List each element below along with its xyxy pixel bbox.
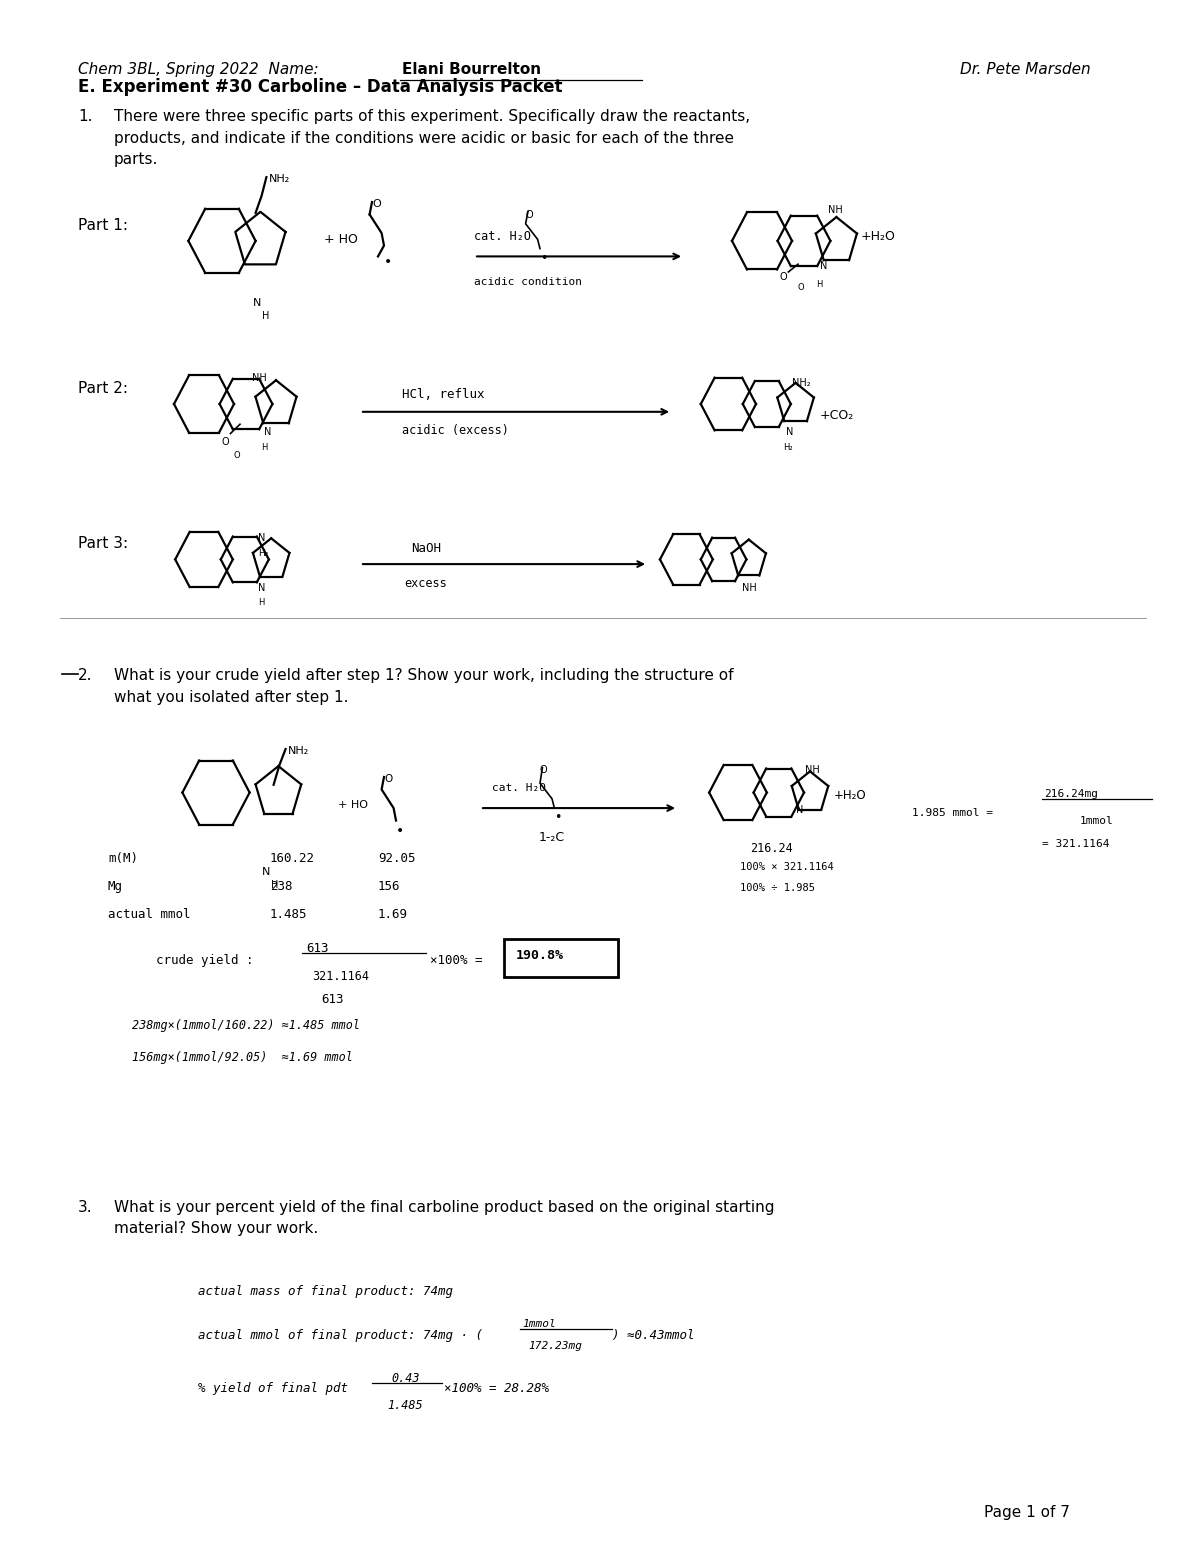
Text: Part 2:: Part 2: (78, 381, 128, 396)
Text: 172.23mg: 172.23mg (528, 1341, 582, 1350)
Text: parts.: parts. (114, 152, 158, 168)
Text: What is your crude yield after step 1? Show your work, including the structure o: What is your crude yield after step 1? S… (114, 668, 733, 684)
Text: H₂: H₂ (784, 443, 793, 452)
Text: 1.485: 1.485 (270, 908, 307, 920)
Text: NH₂: NH₂ (269, 174, 290, 183)
Text: acidic condition: acidic condition (474, 277, 582, 286)
Text: +CO₂: +CO₂ (820, 409, 854, 421)
Text: NH: NH (805, 765, 820, 774)
Text: O: O (526, 210, 533, 219)
Text: actual mass of final product: 74mg: actual mass of final product: 74mg (198, 1285, 454, 1298)
Text: •: • (396, 824, 404, 838)
Text: HCl, reflux: HCl, reflux (402, 388, 485, 401)
Text: = 321.1164: = 321.1164 (1042, 839, 1109, 848)
Text: N: N (262, 867, 270, 876)
Text: N: N (264, 427, 271, 437)
Text: O: O (780, 272, 787, 281)
Text: 1.485: 1.485 (388, 1399, 424, 1411)
Text: 238: 238 (270, 880, 293, 892)
Text: 216.24: 216.24 (750, 842, 793, 855)
Text: what you isolated after step 1.: what you isolated after step 1. (114, 690, 348, 706)
Text: material? Show your work.: material? Show your work. (114, 1221, 318, 1237)
Text: N: N (820, 261, 827, 270)
Bar (504, 939, 618, 977)
Text: Part 1:: Part 1: (78, 218, 128, 233)
Text: products, and indicate if the conditions were acidic or basic for each of the th: products, and indicate if the conditions… (114, 131, 734, 146)
Text: •: • (554, 811, 562, 824)
Text: 1.69: 1.69 (378, 908, 408, 920)
Text: excess: excess (404, 577, 448, 589)
Text: H₂: H₂ (258, 549, 269, 558)
Text: NH: NH (828, 205, 842, 214)
Text: NH: NH (742, 583, 756, 592)
Text: O: O (222, 437, 229, 446)
Text: O: O (234, 451, 241, 460)
Text: crude yield :: crude yield : (156, 954, 253, 967)
Text: 1.985 mmol =: 1.985 mmol = (912, 808, 994, 817)
Text: What is your percent yield of the final carboline product based on the original : What is your percent yield of the final … (114, 1200, 774, 1215)
Text: ×100% =: ×100% = (430, 954, 482, 967)
Text: m(M): m(M) (108, 852, 138, 864)
Text: N: N (253, 298, 262, 308)
Text: O: O (540, 765, 547, 774)
Text: 613: 613 (306, 942, 329, 954)
Text: Part 3:: Part 3: (78, 536, 128, 552)
Text: 100% ÷ 1.985: 100% ÷ 1.985 (740, 883, 816, 892)
Text: O: O (372, 199, 380, 208)
Text: 190.8%: 190.8% (516, 949, 564, 962)
Text: O: O (384, 774, 392, 783)
Text: 321.1164: 321.1164 (312, 970, 370, 982)
Text: H: H (258, 598, 264, 608)
Text: ) ≈0.43mmol: ) ≈0.43mmol (612, 1329, 695, 1341)
Text: Page 1 of 7: Page 1 of 7 (984, 1504, 1070, 1520)
Text: 1-₂C: 1-₂C (539, 831, 565, 844)
Text: +H₂O: +H₂O (860, 230, 895, 242)
Text: 238mg×(1mmol/160.22) ≈1.485 mmol: 238mg×(1mmol/160.22) ≈1.485 mmol (132, 1019, 360, 1032)
Text: 2.: 2. (78, 668, 92, 684)
Text: N: N (258, 533, 265, 542)
Text: ×100% = 28.28%: ×100% = 28.28% (444, 1382, 550, 1394)
Text: •: • (384, 255, 392, 269)
Text: NH: NH (252, 373, 266, 382)
Text: Mg: Mg (108, 880, 124, 892)
Text: + HO: + HO (324, 233, 358, 246)
Text: 1.: 1. (78, 109, 92, 124)
Text: There were three specific parts of this experiment. Specifically draw the reacta: There were three specific parts of this … (114, 109, 750, 124)
Text: 156: 156 (378, 880, 401, 892)
Text: actual mmol of final product: 74mg · (: actual mmol of final product: 74mg · ( (198, 1329, 482, 1341)
Text: acidic (excess): acidic (excess) (402, 424, 509, 437)
Text: H: H (816, 280, 822, 289)
Text: Chem 3BL, Spring 2022  Name:: Chem 3BL, Spring 2022 Name: (78, 62, 319, 78)
Text: NH₂: NH₂ (792, 378, 811, 387)
Text: +H₂O: +H₂O (834, 789, 866, 802)
Text: actual mmol: actual mmol (108, 908, 191, 920)
Text: H: H (262, 443, 268, 452)
Text: 1mmol: 1mmol (1080, 816, 1114, 825)
Text: 3.: 3. (78, 1200, 92, 1215)
Text: •: • (540, 252, 547, 264)
Text: cat. H₂O: cat. H₂O (492, 783, 546, 793)
Text: H: H (262, 311, 269, 320)
Text: 92.05: 92.05 (378, 852, 415, 864)
Text: 100% × 321.1164: 100% × 321.1164 (740, 862, 834, 872)
Text: E. Experiment #30 Carboline – Data Analysis Packet: E. Experiment #30 Carboline – Data Analy… (78, 78, 563, 96)
Text: N: N (786, 427, 793, 437)
Text: + HO: + HO (338, 800, 368, 810)
Text: 160.22: 160.22 (270, 852, 314, 864)
Text: 0.43: 0.43 (391, 1372, 420, 1385)
Text: NaOH: NaOH (410, 542, 442, 555)
Text: N: N (258, 583, 265, 592)
Text: 613: 613 (322, 993, 344, 1005)
Text: H: H (271, 880, 278, 889)
Text: 1mmol: 1mmol (522, 1319, 556, 1329)
Text: 156mg×(1mmol/92.05)  ≈1.69 mmol: 156mg×(1mmol/92.05) ≈1.69 mmol (132, 1051, 353, 1063)
Text: Elani Bourrelton: Elani Bourrelton (402, 62, 541, 78)
Text: % yield of final pdt: % yield of final pdt (198, 1382, 348, 1394)
Text: cat. H₂O: cat. H₂O (474, 230, 530, 242)
Text: O: O (798, 283, 805, 292)
Text: Dr. Pete Marsden: Dr. Pete Marsden (960, 62, 1091, 78)
Text: NH₂: NH₂ (288, 746, 310, 755)
Text: N: N (796, 805, 803, 814)
Text: 216.24mg: 216.24mg (1044, 789, 1098, 799)
